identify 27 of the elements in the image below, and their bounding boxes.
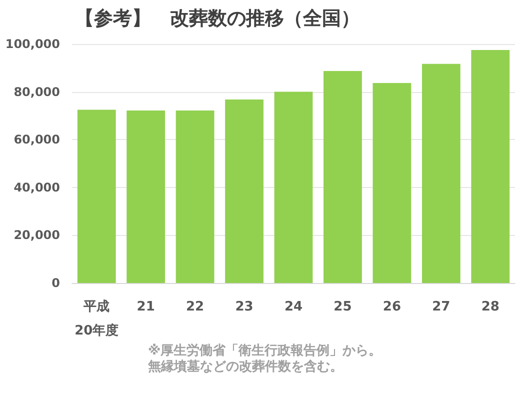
bar	[126, 110, 166, 283]
x-tick-label: 27	[432, 300, 450, 314]
bar	[176, 110, 214, 283]
bar	[274, 92, 313, 283]
x-tick-label: 平成 20年度	[74, 300, 119, 338]
chart-title: 【参考】 改葬数の推移（全国）	[75, 8, 360, 30]
bar	[225, 99, 264, 283]
text: 無縁墳墓などの改葬件数を含む。	[147, 358, 343, 374]
bar	[372, 82, 412, 283]
bar	[324, 71, 362, 283]
y-tick-label: 0	[52, 276, 60, 290]
y-tick-label: 20,000	[14, 228, 60, 242]
x-tick-label: 24	[284, 300, 303, 314]
x-tick-label: 26	[382, 300, 401, 314]
x-tick-label: 28	[481, 300, 500, 314]
bar	[77, 110, 116, 283]
x-tick-label: 23	[235, 300, 254, 314]
bar	[471, 50, 510, 283]
y-tick-label: 80,000	[14, 84, 60, 99]
bar	[422, 64, 460, 283]
y-tick-label: 40,000	[14, 180, 60, 194]
x-tick-label: 22	[186, 300, 204, 314]
y-tick-label: 60,000	[14, 132, 60, 147]
x-tick-label: 25	[334, 300, 352, 314]
y-tick-label: 100,000	[5, 37, 60, 51]
text: ※厚生労働省「衛生行政報告例」から。	[148, 342, 382, 358]
x-tick-label: 21	[136, 300, 155, 314]
